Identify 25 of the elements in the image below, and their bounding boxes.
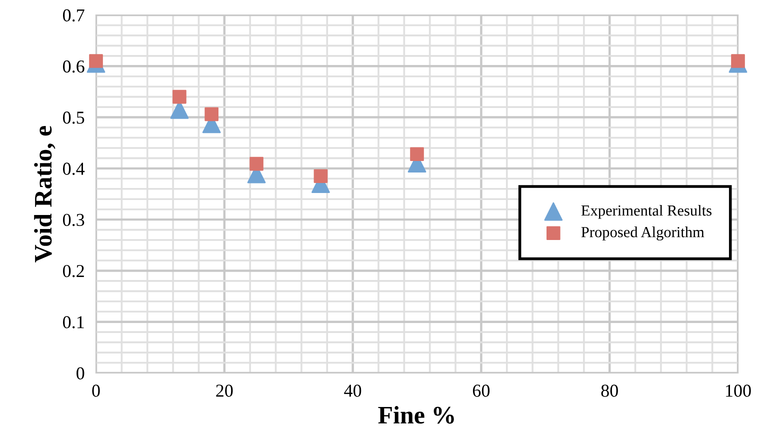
y-tick-label: 0.4: [63, 162, 85, 175]
x-tick-label: 40: [344, 384, 362, 397]
point: [314, 169, 328, 184]
point: [89, 54, 103, 68]
legend-label: Experimental Results: [581, 204, 712, 219]
y-tick-label: 0: [76, 367, 84, 380]
y-tick-label: 0.7: [63, 9, 84, 22]
point: [204, 107, 218, 122]
legend-label: Proposed Algorithm: [581, 226, 704, 240]
y-axis-title: Void Ratio, e: [34, 126, 56, 262]
x-tick-label: 0: [92, 384, 100, 397]
point: [731, 54, 745, 68]
x-tick-label: 20: [216, 384, 233, 397]
x-axis-title: Fine %: [378, 406, 454, 424]
x-tick-label: 100: [726, 384, 751, 397]
x-tick-label: 60: [472, 384, 490, 397]
y-tick-label: 0.6: [63, 60, 84, 73]
x-tick-label: 80: [601, 384, 618, 397]
y-tick-label: 0.3: [63, 214, 84, 226]
point: [172, 90, 186, 104]
point: [250, 156, 264, 171]
y-tick-label: 0.1: [63, 316, 84, 328]
y-tick-label: 0.5: [63, 112, 84, 124]
y-tick-label: 0.2: [63, 264, 84, 278]
point: [410, 147, 424, 162]
